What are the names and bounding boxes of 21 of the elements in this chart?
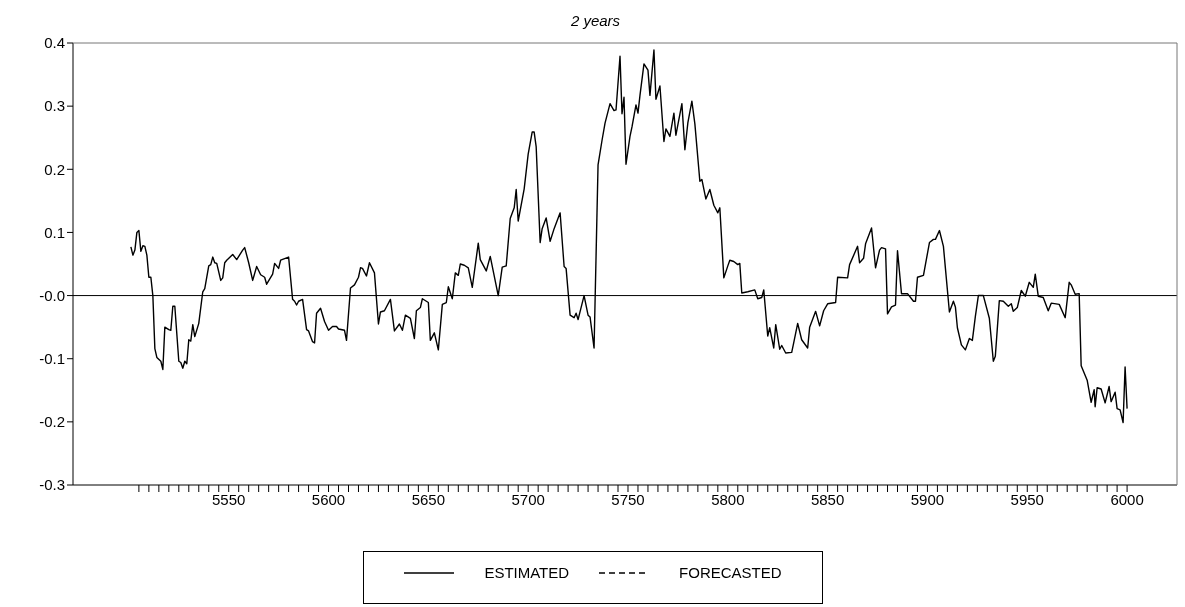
x-tick-label: 5750 bbox=[611, 490, 645, 508]
y-tick-label: 0.4 bbox=[44, 34, 65, 52]
x-tick-label: 5950 bbox=[1010, 490, 1044, 508]
chart-title: 2 years bbox=[569, 11, 622, 31]
y-tick-label: -0.1 bbox=[39, 350, 65, 368]
legend-label: FORECASTED bbox=[679, 564, 782, 581]
y-tick-label: 0.3 bbox=[44, 97, 65, 115]
x-tick-label: 5800 bbox=[711, 490, 745, 508]
x-tick-label: 5700 bbox=[511, 490, 545, 508]
y-tick-label: -0.2 bbox=[39, 413, 65, 431]
x-tick-label: 5650 bbox=[411, 490, 446, 508]
x-tick-label: 5550 bbox=[212, 490, 246, 508]
y-tick-label: -0.0 bbox=[39, 286, 65, 304]
x-tick-label: 5850 bbox=[810, 490, 845, 508]
x-tick-label: 5900 bbox=[910, 490, 945, 508]
x-tick-label: 5600 bbox=[311, 490, 346, 508]
x-tick-label: 6000 bbox=[1110, 490, 1144, 508]
legend-label: ESTIMATED bbox=[484, 564, 570, 581]
y-tick-label: 0.1 bbox=[44, 223, 65, 241]
y-tick-label: 0.2 bbox=[44, 160, 65, 178]
y-tick-label: -0.3 bbox=[39, 476, 65, 494]
